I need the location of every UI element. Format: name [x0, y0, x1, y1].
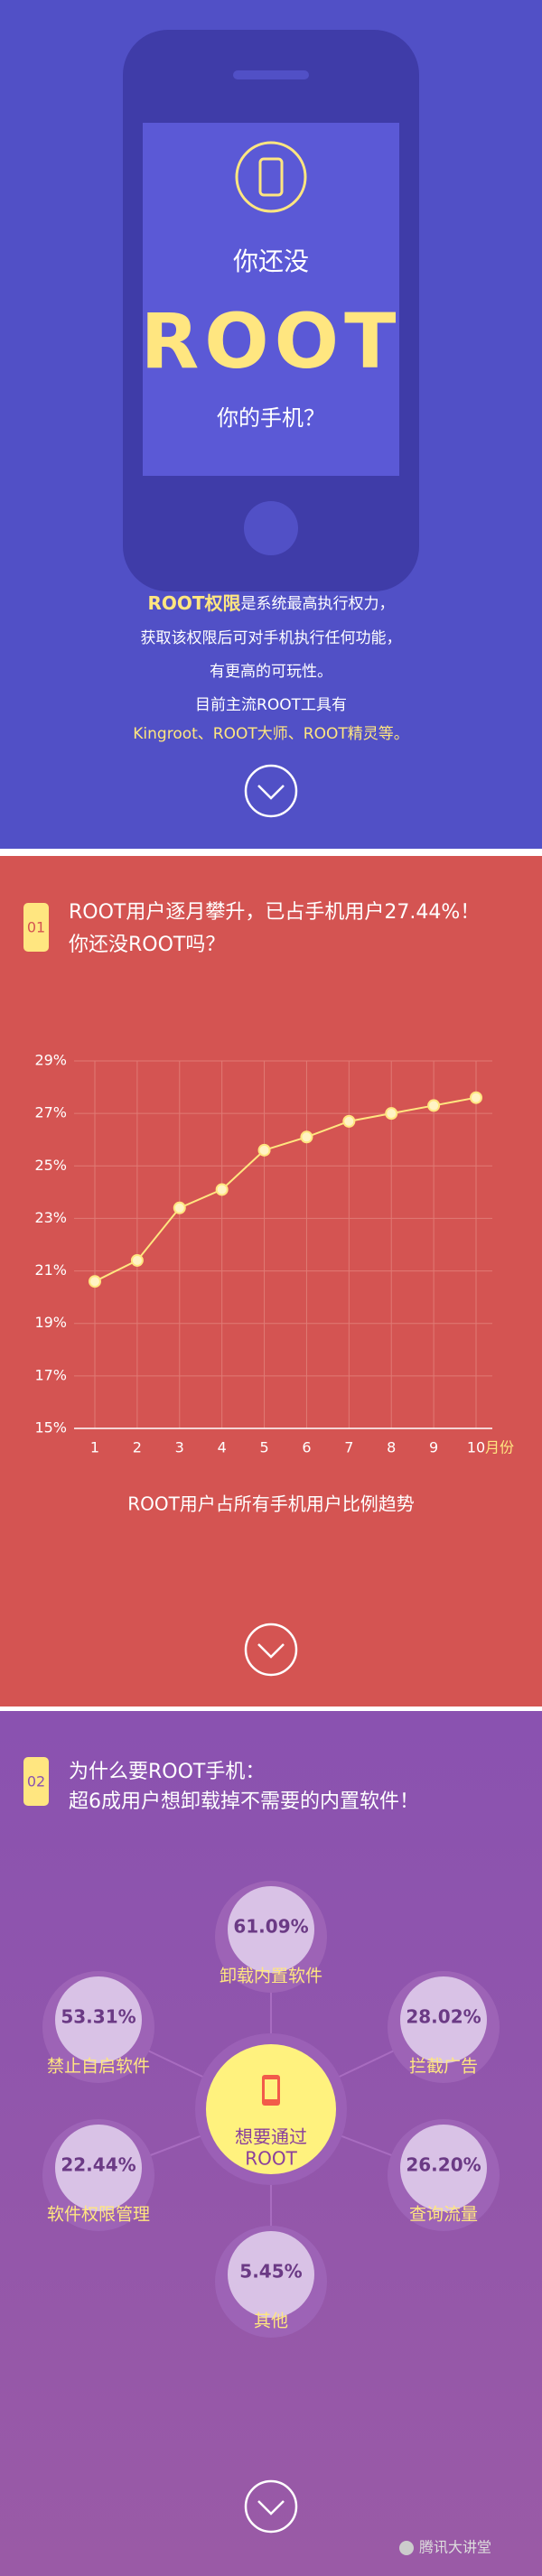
- reason-value: 26.20%: [406, 2154, 481, 2176]
- data-point: [342, 1114, 356, 1128]
- intro-line: 获取该权限后可对手机执行任何功能，: [141, 629, 402, 647]
- x-tick-label: 7: [344, 1439, 353, 1456]
- x-tick-label: 9: [429, 1439, 438, 1456]
- watermark: 腾讯大讲堂: [419, 2539, 491, 2556]
- scroll-chevron[interactable]: [244, 1623, 298, 1677]
- reason-value: 61.09%: [233, 1916, 308, 1938]
- reason-label: 软件权限管理: [47, 2205, 150, 2225]
- reason-label: 查询流量: [409, 2205, 478, 2225]
- intro-line: 有更高的可玩性。: [210, 663, 332, 681]
- x-tick-label: 5: [259, 1439, 268, 1456]
- reason-label: 卸载内置软件: [220, 1967, 322, 1986]
- x-tick-label: 1: [90, 1439, 99, 1456]
- y-tick-label: 25%: [34, 1157, 67, 1174]
- data-point: [300, 1130, 313, 1144]
- reason-circle: [55, 1976, 142, 2063]
- data-point: [470, 1091, 482, 1104]
- section-title: 超6成用户想卸载掉不需要的内置软件！: [69, 1790, 419, 1813]
- reason-circle: [228, 2231, 314, 2318]
- center-text: 想要通过: [235, 2126, 307, 2148]
- badge-number: 02: [27, 1773, 45, 1790]
- home-button: [244, 501, 298, 555]
- highlight: ROOT权限: [147, 592, 240, 614]
- highlight: ROOT精灵: [304, 725, 378, 743]
- scroll-chevron[interactable]: [244, 764, 298, 818]
- chart-title: ROOT用户占所有手机用户比例趋势: [127, 1493, 415, 1515]
- x-tick-label: 6: [302, 1439, 311, 1456]
- data-line: [94, 1096, 477, 1283]
- data-point: [130, 1253, 144, 1267]
- hero-line: 你的手机？: [217, 405, 325, 431]
- hero-big: ROOT: [141, 297, 402, 386]
- phone-screen: [143, 123, 399, 476]
- text: 是系统最高执行权力，: [241, 595, 395, 613]
- x-tick-label: 2: [133, 1439, 142, 1456]
- section1-bg: [0, 856, 542, 1706]
- badge: [23, 1757, 49, 1806]
- text: Kingroot、: [133, 725, 213, 743]
- center-circle: [206, 2044, 336, 2174]
- reason-value: 5.45%: [239, 2261, 302, 2283]
- reason-circle: [400, 2125, 487, 2211]
- intro-line: Kingroot、ROOT大师、ROOT精灵等。: [133, 725, 408, 743]
- data-point: [215, 1183, 229, 1196]
- reason-value: 22.44%: [61, 2154, 136, 2176]
- text: 、: [288, 725, 304, 743]
- reason-label: 其他: [254, 2311, 288, 2331]
- x-tick-label: 4: [218, 1439, 227, 1456]
- badge-number: 01: [27, 919, 45, 936]
- text: 等。: [378, 725, 409, 743]
- data-point: [385, 1107, 398, 1121]
- phone-icon: [258, 157, 284, 197]
- reason-circle: [228, 1886, 314, 1973]
- intro-line: 目前主流ROOT工具有: [195, 696, 347, 714]
- badge: [23, 903, 49, 952]
- watermark-icon: [399, 2541, 414, 2555]
- data-point: [173, 1201, 186, 1214]
- reason-circle: [55, 2125, 142, 2211]
- section-title: 为什么要ROOT手机：: [69, 1761, 265, 1783]
- scroll-chevron[interactable]: [244, 2479, 298, 2534]
- chart: 15% 17% 19% 21% 23% 25% 27% 29% 1 2 3 4 5 6 7 8 9 10 月份: [34, 1052, 514, 1456]
- data-point: [427, 1099, 441, 1112]
- hero-line: 你还没: [233, 246, 309, 276]
- x-tick-label: 10: [467, 1439, 485, 1456]
- intro-line: ROOT权限是系统最高执行权力，: [147, 592, 394, 614]
- x-tick-label: 3: [175, 1439, 184, 1456]
- y-tick-label: 29%: [34, 1052, 67, 1069]
- icon-ring: [235, 141, 307, 213]
- y-tick-label: 23%: [34, 1209, 67, 1226]
- reason-circle: [400, 1976, 487, 2063]
- data-point: [257, 1143, 271, 1157]
- reason-label: 禁止自启软件: [47, 2057, 150, 2077]
- center-text: ROOT: [245, 2148, 297, 2170]
- reason-value: 53.31%: [61, 2006, 136, 2028]
- section-title: 你还没ROOT吗？: [69, 934, 225, 956]
- x-unit-label: 月份: [485, 1439, 514, 1456]
- y-tick-label: 15%: [34, 1419, 67, 1437]
- phone-icon-screen: [265, 2079, 277, 2099]
- reason-label: 拦截广告: [409, 2057, 478, 2077]
- y-tick-label: 19%: [34, 1314, 67, 1331]
- y-tick-label: 21%: [34, 1261, 67, 1279]
- data-point: [89, 1275, 101, 1288]
- y-tick-label: 17%: [34, 1366, 67, 1383]
- x-tick-label: 8: [387, 1439, 396, 1456]
- highlight: ROOT大师: [213, 725, 288, 743]
- section-title: ROOT用户逐月攀升，已占手机用户27.44%！: [69, 901, 480, 924]
- reason-value: 28.02%: [406, 2006, 481, 2028]
- y-tick-label: 27%: [34, 1104, 67, 1121]
- speaker: [233, 70, 309, 79]
- reasons: 61.09% 卸载内置软件 53.31% 禁止自启软件 28.02% 拦截广告 22.44%…: [42, 1881, 500, 2338]
